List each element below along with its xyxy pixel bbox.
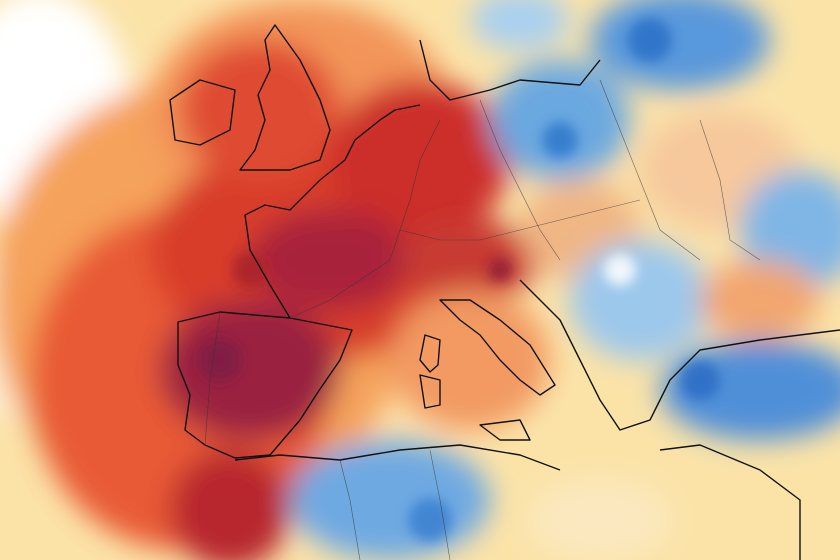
neutral-area	[530, 480, 670, 560]
border-line	[479, 99, 561, 261]
africa-coast	[234, 444, 561, 471]
cool-area	[470, 0, 570, 50]
hot-area	[180, 40, 340, 180]
france-coast	[244, 104, 421, 319]
cool-area	[490, 60, 630, 180]
cool-patch	[408, 498, 452, 542]
cool-patch	[542, 122, 578, 158]
anomaly-detail	[198, 18, 720, 542]
warm-area	[700, 260, 820, 340]
ireland-coast	[169, 79, 236, 146]
extreme-patch	[232, 252, 268, 288]
sardinia-coast	[419, 374, 441, 409]
turkey-coast	[659, 444, 801, 560]
border-line	[399, 199, 641, 241]
border-line	[339, 459, 361, 560]
border-line	[699, 119, 761, 261]
coastlines	[169, 24, 840, 560]
north-coast	[419, 39, 601, 101]
cool-area	[570, 240, 710, 360]
italy-coast	[439, 299, 556, 396]
extreme-area	[170, 450, 290, 560]
hot-area	[400, 220, 540, 300]
border-line	[204, 311, 221, 446]
balkan-coast	[519, 279, 840, 431]
cool-patch	[680, 360, 720, 400]
extreme-patch	[198, 338, 242, 382]
neutral-patch	[604, 254, 636, 286]
extreme-area	[160, 300, 340, 440]
britain-coast	[239, 24, 331, 171]
iberia-coast	[177, 311, 353, 459]
border-line	[289, 119, 441, 319]
cool-area	[590, 0, 770, 90]
border-line	[429, 449, 451, 560]
extreme-patch	[488, 258, 512, 282]
cool-patch	[628, 18, 672, 62]
corsica-coast	[419, 334, 441, 373]
border-line	[599, 79, 701, 261]
sicily-coast	[479, 419, 531, 441]
cool-area	[740, 170, 840, 290]
borders	[204, 79, 761, 560]
extreme-area	[250, 210, 410, 310]
warm-area	[390, 290, 550, 430]
